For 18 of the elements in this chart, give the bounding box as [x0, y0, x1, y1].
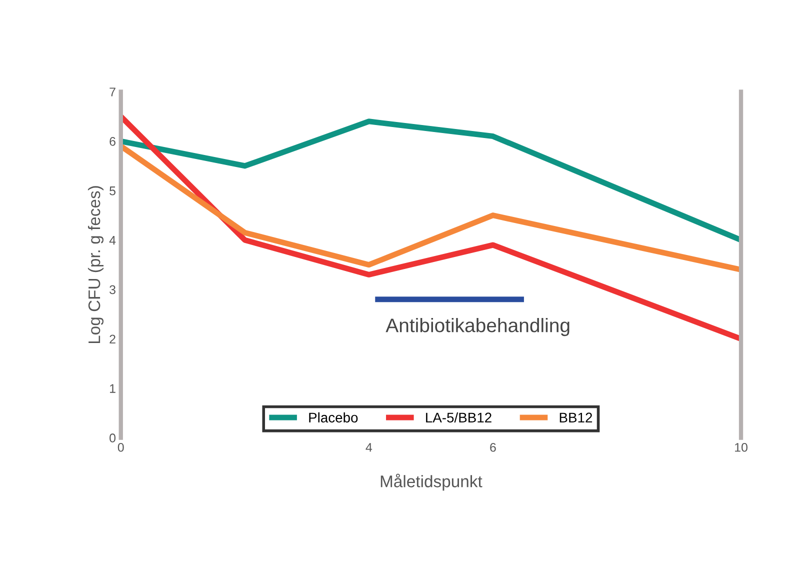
legend-label: LA-5/BB12 [426, 412, 492, 423]
y-tick-label: 0 [110, 434, 116, 442]
y-tick-label: 6 [110, 137, 116, 146]
x-tick-label: 0 [118, 442, 124, 452]
y-tick-label: 1 [110, 384, 116, 393]
y-tick-label: 4 [109, 236, 116, 245]
y-tick-label: 2 [110, 334, 116, 344]
x-tick-label: 6 [490, 442, 496, 452]
y-tick-label: 3 [110, 285, 116, 294]
x-axis-title: Måletidspunkt [380, 474, 482, 491]
x-tick-label: 4 [366, 443, 372, 452]
legend-label: BB12 [560, 412, 592, 422]
y-tick-label: 5 [110, 186, 116, 196]
y-axis-title: Log CFU (pr. g feces) [88, 186, 104, 344]
x-tick-label: 10 [735, 442, 748, 452]
legend-label: Placebo [309, 412, 358, 423]
annotation: Antibiotikabehandling [386, 318, 570, 336]
y-tick-label: 7 [110, 88, 116, 96]
